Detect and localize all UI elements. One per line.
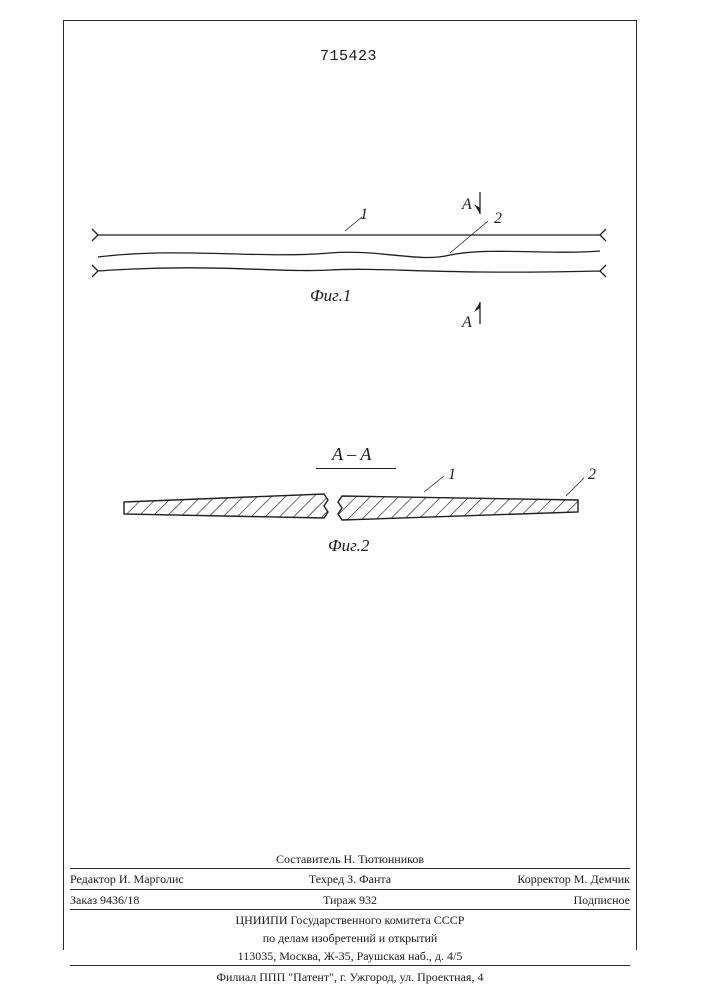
- rule-3: [70, 909, 630, 910]
- footer-org: ЦНИИПИ Государственного комитета СССР по…: [70, 911, 630, 965]
- branch-text: Филиал ППП "Патент", г. Ужгород, ул. Про…: [217, 970, 484, 984]
- fig2-ref-1: 1: [448, 466, 456, 484]
- footer-branch: Филиал ППП "Патент", г. Ужгород, ул. Про…: [70, 968, 630, 986]
- org-address: 113035, Москва, Ж-35, Раушская наб., д. …: [70, 947, 630, 965]
- fig1-ref-1: 1: [360, 206, 368, 224]
- footer-order-row: Заказ 9436/18 Тираж 932 Подписное: [70, 891, 630, 909]
- footer-staff-row: Редактор И. Марголис Техред З. Фанта Кор…: [70, 870, 630, 888]
- patent-number: 715423: [320, 48, 377, 65]
- order: Заказ 9436/18: [70, 891, 257, 909]
- fig2-right-half: [338, 496, 578, 520]
- org-line2: по делам изобретений и открытий: [70, 929, 630, 947]
- fig2-left-half: [124, 494, 328, 518]
- fig1-section-A-top: A: [462, 196, 472, 214]
- rule-2: [70, 889, 630, 890]
- fig1-seam: [98, 251, 600, 258]
- fig1-caption: Фиг.1: [310, 286, 351, 306]
- fig2-ref-2: 2: [588, 466, 596, 484]
- footer-compiler: Составитель Н. Тютюнников: [70, 850, 630, 868]
- corrector: Корректор М. Демчик: [443, 870, 630, 888]
- editor: Редактор И. Марголис: [70, 870, 257, 888]
- rule-1: [70, 868, 630, 869]
- org-line1: ЦНИИПИ Государственного комитета СССР: [70, 911, 630, 929]
- techred: Техред З. Фанта: [257, 870, 444, 888]
- podpis: Подписное: [443, 891, 630, 909]
- fig1-section-A-bot: A: [462, 314, 472, 332]
- fig1-leader-2: [450, 221, 488, 253]
- compiler-text: Составитель Н. Тютюнников: [276, 852, 424, 866]
- rule-4: [70, 965, 630, 966]
- tirazh: Тираж 932: [257, 891, 444, 909]
- fig2-caption: Фиг.2: [328, 536, 369, 556]
- fig2-section-title: A – A: [332, 444, 371, 465]
- page-frame: [63, 20, 637, 950]
- page: 715423 A A 1 2 Фиг.1 A – A: [0, 0, 707, 1000]
- fig2-section-underline: [316, 468, 396, 469]
- fig1-ref-2: 2: [494, 210, 502, 228]
